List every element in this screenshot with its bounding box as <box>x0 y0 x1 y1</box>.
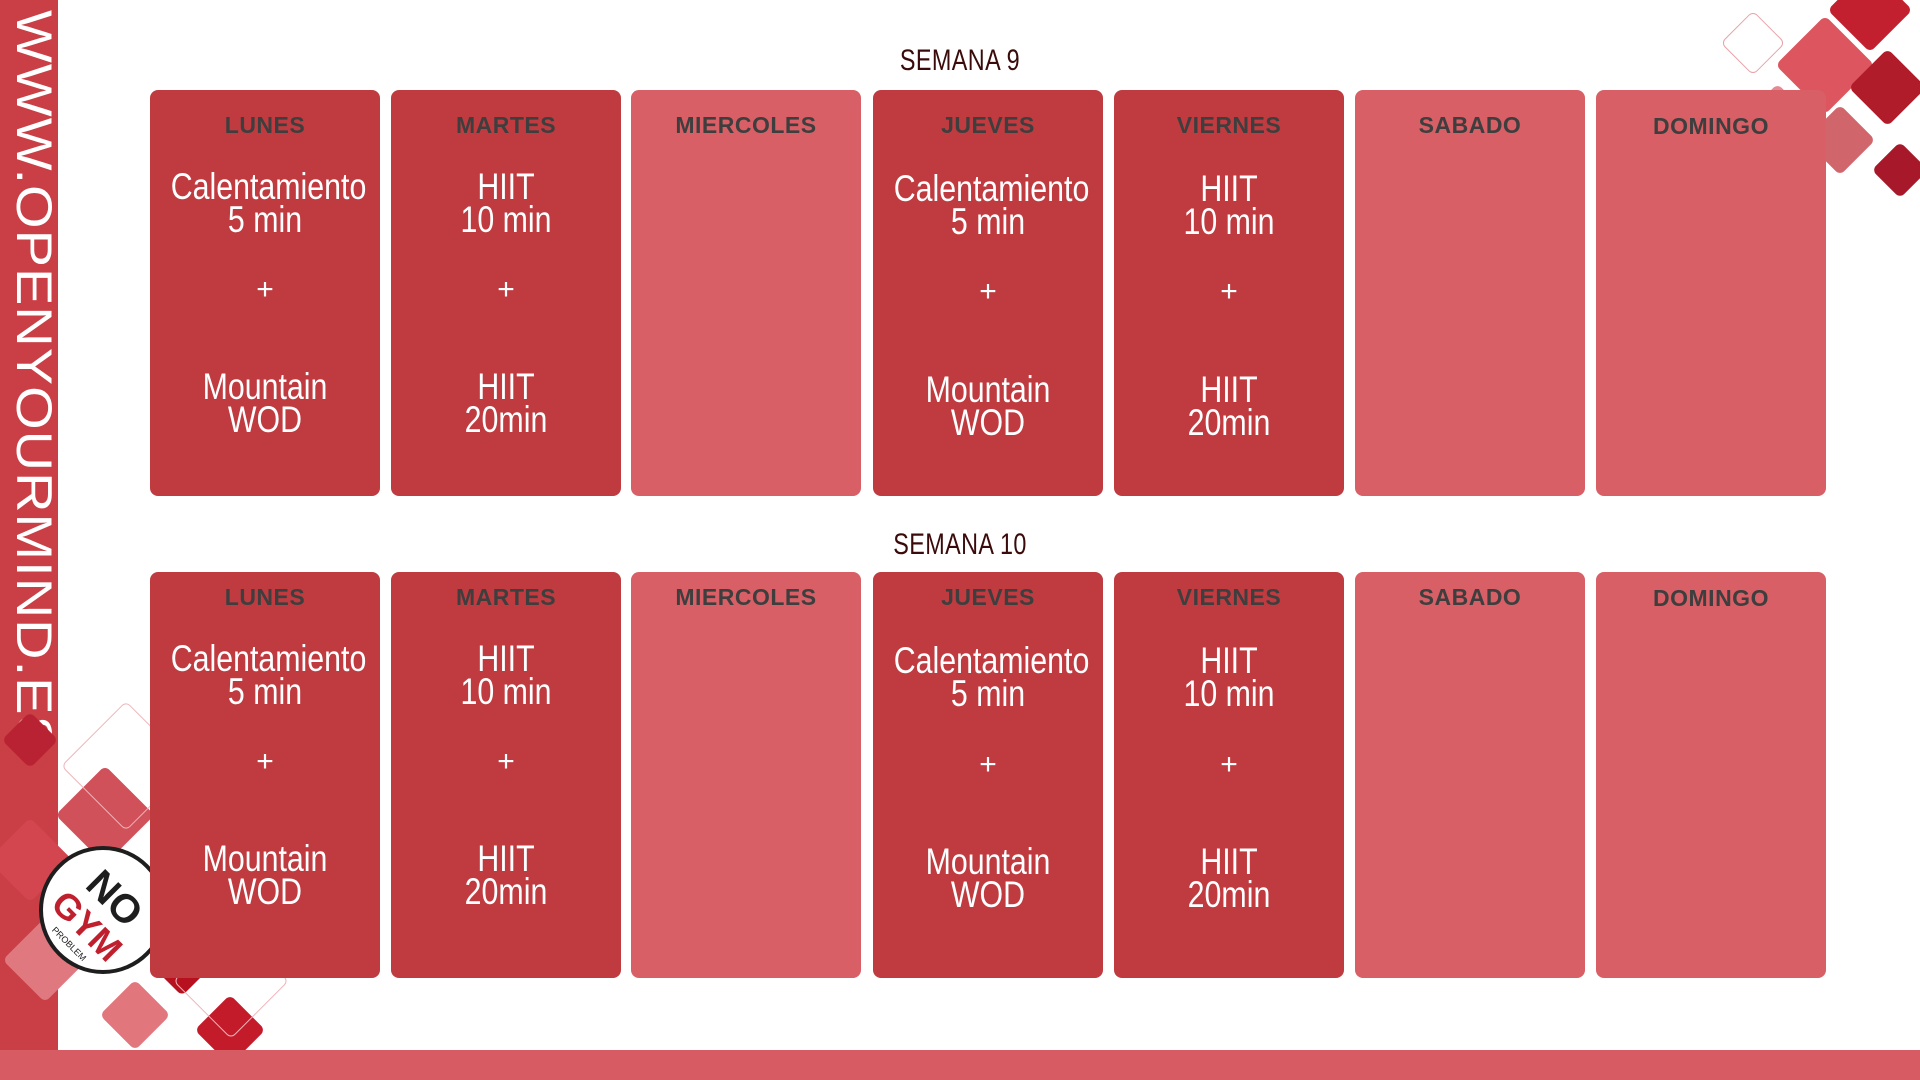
day-card-jueves: JUEVES Calentamiento 5 min + Mountain WO… <box>873 572 1103 978</box>
week-grid-10: LUNES Calentamiento 5 min + Mountain WOD… <box>150 572 1826 978</box>
bottom-bar <box>0 1050 1920 1080</box>
activity-line: HIIT <box>1200 640 1258 681</box>
day-card-domingo: DOMINGO <box>1596 90 1826 496</box>
plus-sign: + <box>497 745 515 778</box>
day-card-jueves: JUEVES Calentamiento 5 min + Mountain WO… <box>873 90 1103 496</box>
day-card-sabado: SABADO <box>1355 90 1585 496</box>
day-name: SABADO <box>1418 112 1522 138</box>
activity-duration: 10 min <box>460 671 552 712</box>
day-card-viernes: VIERNES HIIT 10 min + HIIT 20min <box>1114 90 1344 496</box>
day-card-lunes: LUNES Calentamiento 5 min + Mountain WOD <box>150 90 380 496</box>
day-name: JUEVES <box>941 112 1035 138</box>
day-name: DOMINGO <box>1653 585 1769 611</box>
activity-line: 20min <box>464 871 548 912</box>
activity-line: Mountain <box>925 841 1051 882</box>
plus-sign: + <box>1220 275 1238 308</box>
activity-line: HIIT <box>1200 168 1258 209</box>
activity-line: WOD <box>227 399 303 440</box>
plus-sign: + <box>497 273 515 306</box>
activity-duration: 5 min <box>950 201 1026 242</box>
day-name: SABADO <box>1418 584 1522 610</box>
day-card-martes: MARTES HIIT 10 min + HIIT 20min <box>391 90 621 496</box>
activity-duration: 5 min <box>227 671 303 712</box>
day-name: MARTES <box>455 112 557 138</box>
activity-line: HIIT <box>477 838 535 879</box>
plus-sign: + <box>979 275 997 308</box>
activity-line: 20min <box>464 399 548 440</box>
activity-line: Calentamiento <box>893 640 1090 681</box>
day-name: LUNES <box>224 584 306 610</box>
activity-line: Calentamiento <box>893 168 1090 209</box>
plus-sign: + <box>256 273 274 306</box>
activity-line: Mountain <box>925 369 1051 410</box>
activity-line: Calentamiento <box>170 166 367 207</box>
activity-line: Calentamiento <box>170 638 367 679</box>
activity-line: WOD <box>950 402 1026 443</box>
day-name: DOMINGO <box>1653 113 1769 139</box>
activity-duration: 5 min <box>950 673 1026 714</box>
activity-line: HIIT <box>477 366 535 407</box>
activity-line: WOD <box>227 871 303 912</box>
day-card-martes: MARTES HIIT 10 min + HIIT 20min <box>391 572 621 978</box>
day-card-miercoles: MIERCOLES <box>631 90 861 496</box>
no-gym-logo: NO GYM PROBLEM <box>38 846 167 974</box>
plus-sign: + <box>256 745 274 778</box>
activity-duration: 10 min <box>460 199 552 240</box>
day-name: VIERNES <box>1176 112 1282 138</box>
day-card-miercoles: MIERCOLES <box>631 572 861 978</box>
day-name: JUEVES <box>941 584 1035 610</box>
plus-sign: + <box>1220 748 1238 781</box>
activity-line: HIIT <box>477 638 535 679</box>
activity-duration: 10 min <box>1183 673 1275 714</box>
day-name: MARTES <box>455 584 557 610</box>
activity-line: Mountain <box>202 366 328 407</box>
activity-line: HIIT <box>1200 369 1258 410</box>
day-card-domingo: DOMINGO <box>1596 572 1826 978</box>
day-card-viernes: VIERNES HIIT 10 min + HIIT 20min <box>1114 572 1344 978</box>
activity-line: 20min <box>1187 402 1271 443</box>
day-card-sabado: SABADO <box>1355 572 1585 978</box>
week-grid-9: LUNES Calentamiento 5 min + Mountain WOD… <box>150 90 1826 496</box>
plus-sign: + <box>979 748 997 781</box>
day-name: MIERCOLES <box>675 112 817 138</box>
day-name: LUNES <box>224 112 306 138</box>
activity-duration: 10 min <box>1183 201 1275 242</box>
sidebar-strip: WWW.OPENYOURMIND.ES <box>0 0 63 1080</box>
activity-line: Mountain <box>202 838 328 879</box>
activity-line: 20min <box>1187 874 1271 915</box>
activity-line: HIIT <box>1200 841 1258 882</box>
day-name: VIERNES <box>1176 584 1282 610</box>
activity-duration: 5 min <box>227 199 303 240</box>
week-title: SEMANA 10 <box>893 528 1027 561</box>
week-title: SEMANA 9 <box>899 44 1021 77</box>
day-card-lunes: LUNES Calentamiento 5 min + Mountain WOD <box>150 572 380 978</box>
day-name: MIERCOLES <box>675 584 817 610</box>
site-url: WWW.OPENYOURMIND.ES <box>6 10 63 754</box>
activity-line: WOD <box>950 874 1026 915</box>
activity-line: HIIT <box>477 166 535 207</box>
